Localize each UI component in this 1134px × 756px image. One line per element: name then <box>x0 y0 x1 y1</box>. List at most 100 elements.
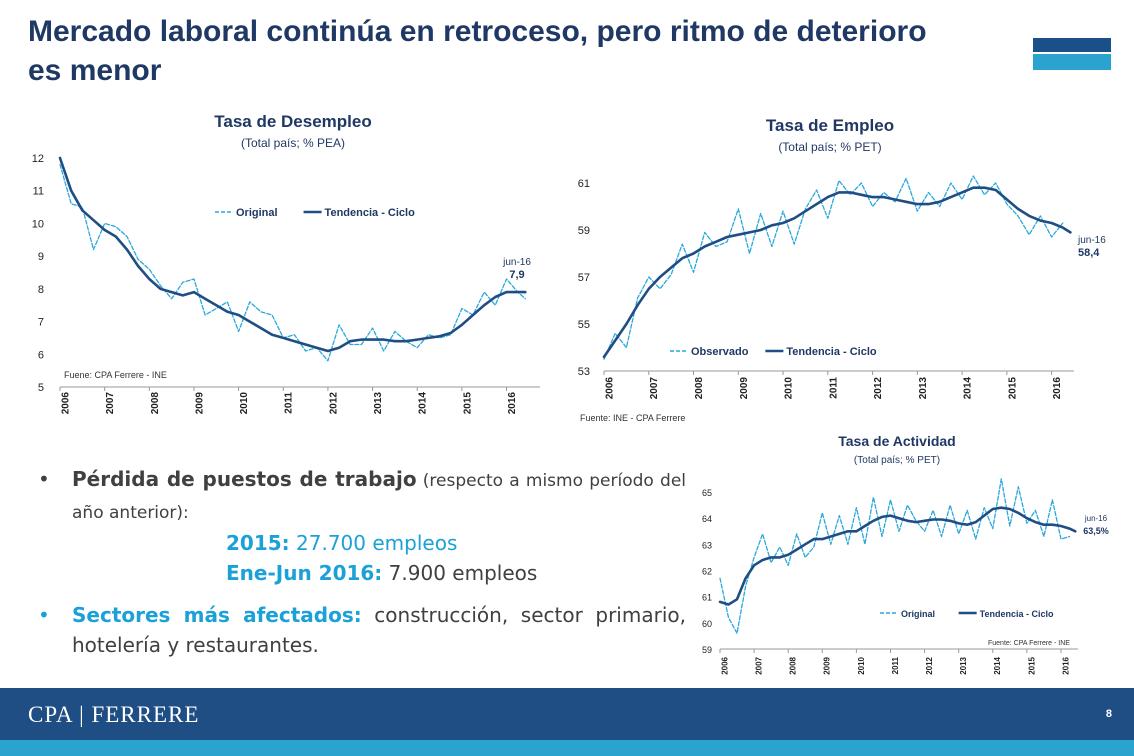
x-tick-label: 2014 <box>418 392 429 415</box>
chart-actividad: Tasa de Actividad (Total país; % PET) 59 60… <box>690 425 1110 687</box>
y-tick-label: 53 <box>578 366 590 378</box>
x-tick-label: 2016 <box>1061 656 1070 674</box>
series-line-trend <box>58 156 527 353</box>
company-logo: CPA | FERRERE <box>28 702 200 727</box>
job-loss-2015: 2015: 27.700 empleos <box>72 528 686 558</box>
legend-label: Tendencia - Ciclo <box>980 609 1054 619</box>
chart-source: Fuente: CPA Ferrere - INE <box>988 640 1070 647</box>
job-loss-2016: Ene-Jun 2016: 7.900 empleos <box>72 558 686 588</box>
series-line-trend <box>718 506 1077 606</box>
x-tick-label: 2014 <box>993 656 1002 674</box>
annotation-value: 58,4 <box>1078 247 1100 259</box>
y-tick-label: 60 <box>702 619 712 629</box>
job-loss-2015-value: 27.700 empleos <box>289 531 458 555</box>
x-tick-label: 2011 <box>891 656 900 674</box>
y-tick-label: 61 <box>702 593 712 603</box>
y-tick-label: 8 <box>38 284 44 296</box>
job-loss-heading: Pérdida de puestos de trabajo <box>72 467 417 491</box>
job-loss-2015-label: 2015: <box>226 531 290 555</box>
chart-title: Tasa de Actividad <box>838 433 955 449</box>
x-tick-label: 2016 <box>1052 377 1063 400</box>
x-tick-label: 2009 <box>823 656 832 674</box>
x-tick-label: 2016 <box>507 392 518 415</box>
x-tick-label: 2006 <box>720 656 729 674</box>
bullet-list: • Pérdida de puestos de trabajo (respect… <box>38 464 686 660</box>
sectors-heading: Sectores más afectados: <box>72 603 362 627</box>
legend-label: Tendencia - Ciclo <box>786 346 877 358</box>
y-tick-label: 61 <box>578 178 590 190</box>
footer-stripe <box>0 740 1134 756</box>
x-tick-label: 2008 <box>150 392 161 415</box>
annotation-date: jun-16 <box>1084 514 1108 523</box>
annotation-value: 7,9 <box>509 269 524 281</box>
bullet-dot: • <box>38 467 50 491</box>
x-tick-label: 2007 <box>755 656 764 674</box>
x-tick-label: 2013 <box>918 377 929 400</box>
y-tick-label: 12 <box>32 153 44 165</box>
bullet-sectors: • Sectores más afectados: construcción, … <box>38 600 686 660</box>
x-tick-label: 2009 <box>194 392 205 415</box>
chart-subtitle: (Total país; % PET) <box>778 140 881 154</box>
series-line-original <box>603 175 1064 360</box>
header-accent-bar-dark <box>1033 38 1111 52</box>
page-number: 8 <box>1105 708 1112 720</box>
annotation-value: 63,5% <box>1083 526 1109 536</box>
x-tick-label: 2015 <box>1007 377 1018 400</box>
x-tick-label: 2012 <box>328 392 339 415</box>
x-tick-label: 2010 <box>857 656 866 674</box>
x-tick-label: 2015 <box>1027 656 1036 674</box>
x-tick-label: 2006 <box>604 377 615 400</box>
y-tick-label: 55 <box>578 319 590 331</box>
y-tick-label: 59 <box>702 645 712 655</box>
annotation-date: jun-16 <box>1077 235 1106 246</box>
header-accent-bar-light <box>1033 54 1111 70</box>
x-tick-label: 2014 <box>963 377 974 400</box>
chart-subtitle: (Total país; % PEA) <box>241 136 345 150</box>
chart-title: Tasa de Empleo <box>766 116 894 135</box>
x-tick-label: 2009 <box>739 377 750 400</box>
chart-title: Tasa de Desempleo <box>214 112 371 131</box>
chart-desempleo-svg: Tasa de Desempleo (Total país; % PEA) 5 6 7 8… <box>32 112 540 415</box>
y-tick-label: 65 <box>702 488 712 498</box>
y-tick-label: 6 <box>38 349 44 361</box>
x-tick-label: 2007 <box>649 377 660 400</box>
chart-empleo: Tasa de Empleo (Total país; % PET) 53 55 57 5… <box>560 105 1120 435</box>
legend-label: Tendencia - Ciclo <box>325 207 416 219</box>
legend-label: Original <box>901 609 935 619</box>
chart-source: Fuene: CPA Ferrere - INE <box>64 370 167 380</box>
y-tick-label: 11 <box>33 186 44 198</box>
x-tick-label: 2011 <box>828 377 839 399</box>
x-tick-label: 2008 <box>694 377 705 400</box>
bullet-dot: • <box>38 603 50 627</box>
chart-subtitle: (Total país; % PET) <box>854 455 940 466</box>
y-tick-label: 64 <box>702 514 712 524</box>
chart-actividad-svg: Tasa de Actividad (Total país; % PET) 59 60… <box>702 433 1109 675</box>
annotation-date: jun-16 <box>502 257 531 268</box>
job-loss-2016-label: Ene-Jun 2016: <box>226 561 383 585</box>
x-tick-label: 2012 <box>925 656 934 674</box>
x-tick-label: 2010 <box>239 392 250 415</box>
chart-empleo-svg: Tasa de Empleo (Total país; % PET) 53 55 57 5… <box>578 116 1106 423</box>
x-tick-label: 2013 <box>373 392 384 415</box>
job-loss-2016-value: 7.900 empleos <box>382 561 538 585</box>
y-tick-label: 57 <box>578 272 590 284</box>
legend-label: Original <box>236 207 278 219</box>
y-tick-label: 63 <box>702 540 712 550</box>
x-tick-label: 2015 <box>462 392 473 415</box>
series-line-trend <box>602 186 1072 359</box>
legend-label: Observado <box>691 346 749 358</box>
chart-desempleo: Tasa de Desempleo (Total país; % PEA) 5 6 7 8… <box>0 100 560 435</box>
chart-source: Fuente: INE - CPA Ferrere <box>580 413 685 423</box>
x-tick-label: 2010 <box>784 377 795 400</box>
x-tick-label: 2013 <box>959 656 968 674</box>
slide-title: Mercado laboral continúa en retroceso, p… <box>28 15 927 87</box>
series-line-original <box>59 163 526 362</box>
y-tick-label: 9 <box>38 251 44 263</box>
sectors-text: construcción, sector primario, hotelería… <box>72 603 686 657</box>
y-tick-label: 10 <box>32 218 44 230</box>
y-tick-label: 59 <box>578 225 590 237</box>
x-tick-label: 2006 <box>60 392 71 415</box>
y-tick-label: 7 <box>38 317 44 329</box>
bullet-job-loss: • Pérdida de puestos de trabajo (respect… <box>38 464 686 588</box>
x-tick-label: 2007 <box>105 392 116 415</box>
